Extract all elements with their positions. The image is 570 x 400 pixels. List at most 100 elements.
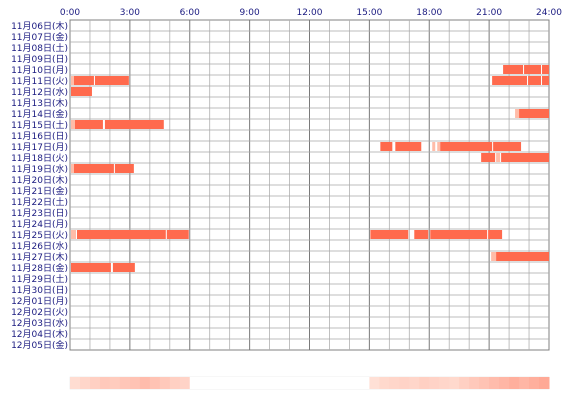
day-label: 12月05日(金) — [11, 339, 68, 351]
grid — [69, 19, 550, 351]
frequency-cell — [449, 377, 460, 389]
day-label: 11月10日(月) — [11, 65, 68, 76]
day-label: 11月09日(日) — [11, 54, 68, 65]
frequency-cell — [389, 377, 400, 389]
frequency-cell — [149, 377, 161, 389]
frequency-cell — [199, 377, 211, 389]
activity-bars — [70, 65, 549, 272]
day-label: 11月14日(金) — [11, 108, 68, 120]
activity-segment — [76, 230, 166, 239]
frequency-cell — [359, 377, 370, 389]
frequency-cell — [329, 377, 340, 389]
day-label: 11月08日(土) — [11, 42, 68, 54]
frequency-cell — [539, 377, 550, 389]
activity-segment — [432, 142, 436, 151]
activity-segment — [440, 142, 493, 151]
frequency-cell — [479, 377, 490, 389]
day-label: 11月21日(金) — [11, 185, 68, 197]
activity-segment — [73, 164, 114, 173]
activity-segment — [488, 230, 503, 239]
day-label: 11月25日(火) — [11, 230, 68, 241]
activity-segment — [70, 87, 92, 96]
frequency-cell — [209, 377, 221, 389]
activity-segment — [370, 230, 409, 239]
activity-segment — [70, 76, 74, 85]
activity-segment — [74, 120, 103, 129]
frequency-cell — [419, 377, 430, 389]
frequency-cell — [70, 377, 81, 389]
frequency-cell — [339, 377, 350, 389]
frequency-cell — [519, 377, 530, 389]
x-tick-label: 18:00 — [416, 8, 442, 18]
activity-segment — [496, 153, 501, 162]
frequency-cell — [399, 377, 410, 389]
activity-segment — [493, 142, 522, 151]
activity-segment — [515, 109, 520, 118]
day-label: 11月27日(木) — [11, 251, 68, 263]
day-label: 11月18日(火) — [11, 153, 68, 164]
day-label: 11月26日(水) — [11, 240, 68, 252]
day-label: 12月02日(火) — [11, 307, 68, 318]
day-label: 11月07日(金) — [11, 31, 68, 43]
frequency-cell — [379, 377, 390, 389]
activity-segment — [501, 153, 549, 162]
activity-segment — [542, 76, 549, 85]
activity-segment — [491, 252, 497, 261]
frequency-cell — [189, 377, 201, 389]
frequency-cell — [179, 377, 191, 389]
frequency-cell — [309, 377, 320, 389]
frequency-cell — [119, 377, 131, 389]
x-tick-label: 12:00 — [297, 8, 323, 18]
day-label: 11月13日(木) — [11, 97, 68, 109]
x-axis-ticks: 0:00 3:00 6:00 9:00 12:00 15:00 18:00 21:00 24:0… — [60, 8, 562, 18]
frequency-cell — [269, 377, 281, 389]
frequency-cell — [229, 377, 241, 389]
x-tick-label: 0:00 — [60, 8, 80, 18]
activity-segment — [481, 153, 496, 162]
activity-segment — [166, 230, 189, 239]
activity-segment — [380, 142, 393, 151]
activity-segment — [70, 263, 111, 272]
frequency-cell — [429, 377, 440, 389]
frequency-cell — [509, 377, 520, 389]
day-label: 11月12日(水) — [11, 86, 68, 98]
activity-segment — [112, 263, 135, 272]
day-label: 11月24日(月) — [11, 219, 68, 230]
frequency-cell — [499, 377, 510, 389]
frequency-cell — [159, 377, 171, 389]
frequency-cell — [139, 377, 151, 389]
activity-segment — [70, 230, 76, 239]
frequency-cell — [409, 377, 420, 389]
frequency-cell — [79, 377, 91, 389]
activity-segment — [503, 65, 524, 74]
frequency-strip — [69, 376, 550, 390]
day-label: 11月29日(土) — [11, 273, 68, 285]
frequency-cell — [469, 377, 480, 389]
day-label: 11月06日(木) — [11, 20, 68, 32]
activity-segment — [70, 164, 74, 173]
frequency-cell — [239, 377, 251, 389]
day-label: 12月03日(水) — [11, 317, 68, 329]
frequency-cell — [89, 377, 101, 389]
activity-segment — [73, 76, 94, 85]
day-label: 11月11日(火) — [11, 76, 68, 87]
day-label: 11月30日(日) — [11, 285, 68, 296]
frequency-cell — [219, 377, 231, 389]
activity-segment — [437, 142, 441, 151]
day-label: 11月22日(土) — [11, 196, 68, 208]
day-label: 11月16日(日) — [11, 131, 68, 142]
frequency-cell — [439, 377, 450, 389]
day-label: 11月23日(日) — [11, 208, 68, 219]
day-label: 11月28日(金) — [11, 262, 68, 274]
frequency-cell — [259, 377, 271, 389]
activity-segment — [414, 230, 429, 239]
frequency-cell — [489, 377, 500, 389]
activity-segment — [492, 76, 528, 85]
activity-segment — [519, 109, 549, 118]
frequency-cell — [459, 377, 470, 389]
frequency-cell — [249, 377, 261, 389]
frequency-cell — [129, 377, 141, 389]
frequency-cell — [529, 377, 540, 389]
activity-segment — [114, 164, 134, 173]
